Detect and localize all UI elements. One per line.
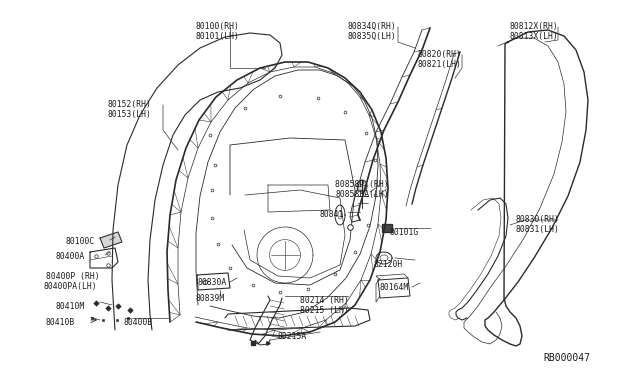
Polygon shape (382, 224, 392, 232)
Text: 80830A: 80830A (198, 278, 227, 287)
Text: 80400P (RH): 80400P (RH) (46, 272, 100, 281)
Text: 80841: 80841 (320, 210, 344, 219)
Text: 80839M: 80839M (196, 294, 225, 303)
Text: 80410B: 80410B (46, 318, 76, 327)
Text: 80813X(LH): 80813X(LH) (510, 32, 559, 41)
Text: 80410M: 80410M (55, 302, 84, 311)
Text: 80830(RH): 80830(RH) (515, 215, 559, 224)
Text: 80858P (RH): 80858P (RH) (335, 180, 388, 189)
Text: 80153(LH): 80153(LH) (108, 110, 152, 119)
Text: 80215A: 80215A (278, 332, 307, 341)
Text: 80831(LH): 80831(LH) (515, 225, 559, 234)
Text: 80152(RH): 80152(RH) (108, 100, 152, 109)
Text: 80400A: 80400A (55, 252, 84, 261)
Text: 80812X(RH): 80812X(RH) (510, 22, 559, 31)
Text: 80214 (RH): 80214 (RH) (300, 296, 349, 305)
Text: 80100C: 80100C (66, 237, 95, 246)
Text: 80164M: 80164M (380, 283, 409, 292)
Text: 82120H: 82120H (373, 260, 403, 269)
Text: 80100(RH): 80100(RH) (195, 22, 239, 31)
Text: 80821(LH): 80821(LH) (418, 60, 462, 69)
Text: 80400PA(LH): 80400PA(LH) (43, 282, 97, 291)
Text: 80215 (LH): 80215 (LH) (300, 306, 349, 315)
Text: 80820(RH): 80820(RH) (418, 50, 462, 59)
Polygon shape (100, 232, 122, 248)
Polygon shape (357, 180, 367, 192)
Text: 80835Q(LH): 80835Q(LH) (348, 32, 397, 41)
Text: RB000047: RB000047 (543, 353, 590, 363)
Text: 80101G: 80101G (390, 228, 419, 237)
Text: 80858FA(LH): 80858FA(LH) (335, 190, 388, 199)
Text: 80834Q(RH): 80834Q(RH) (348, 22, 397, 31)
Text: 80400B: 80400B (124, 318, 153, 327)
Text: 80101(LH): 80101(LH) (195, 32, 239, 41)
